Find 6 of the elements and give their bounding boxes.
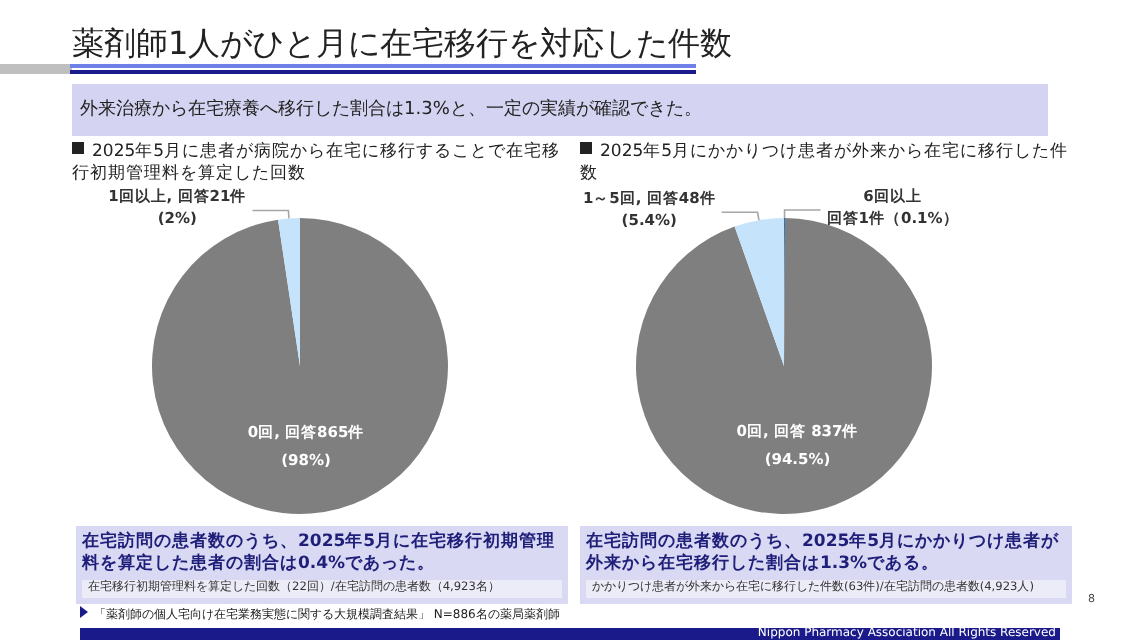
text: 薬剤師1人がひと月に在宅移行を対応した件数: [72, 24, 733, 66]
text: 外来治療から在宅療養へ移行した割合は1.3%と、一定の実績が確認できた。: [72, 84, 1048, 136]
chart-title: 2025年5月に患者が病院から在宅に移行することで在宅移行初期管理料を算定した回数: [72, 142, 561, 184]
text: 在宅訪問の患者数のうち、2025年5月に在宅移行初期管理料を算定した患者の割合は0.4%であった。: [82, 532, 558, 576]
text: 在宅訪問の患者数のうち、2025年5月にかかりつけ患者が外来から在宅移行した割合は1.3%である。: [586, 532, 1062, 576]
chart-title: 2025年5月にかかりつけ患者が外来から在宅に移行した件数: [580, 142, 1069, 184]
